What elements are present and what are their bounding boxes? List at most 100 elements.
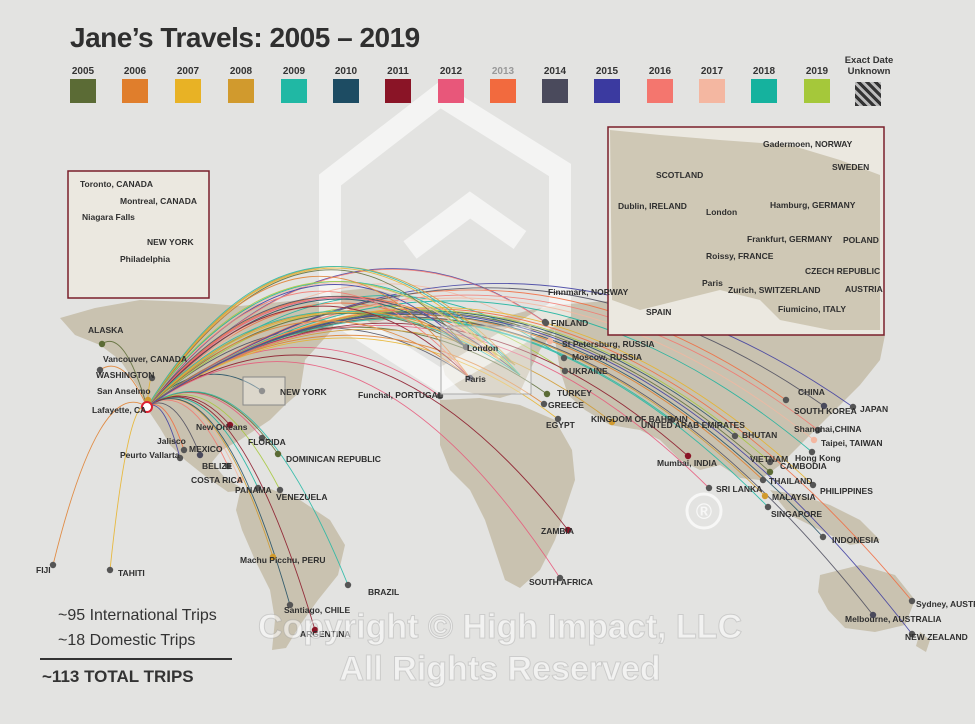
legend-year-label: 2009 — [282, 66, 306, 77]
place-label: Moscow, RUSSIA — [572, 352, 642, 362]
page-title: Jane’s Travels: 2005 – 2019 — [70, 22, 420, 53]
copyright-line-2: All Rights Reserved — [339, 650, 661, 689]
place-dot — [810, 436, 818, 444]
legend-item-2017: 2017 — [699, 66, 725, 103]
place-dot — [258, 387, 266, 395]
asia — [555, 300, 885, 480]
place-label: SINGAPORE — [771, 509, 822, 519]
inset-eu-label: SWEDEN — [832, 162, 869, 172]
legend-year-label: 2008 — [229, 66, 253, 77]
flight-arc — [146, 308, 913, 602]
international-trips-stat: ~95 International Trips — [58, 607, 217, 624]
flight-arc-europe — [146, 305, 471, 408]
legend-year-label: 2013 — [491, 66, 515, 77]
flight-arc — [146, 361, 561, 579]
place-label: Paris — [465, 374, 486, 384]
place-label: Machu Picchu, PERU — [240, 555, 326, 565]
place-dot — [49, 561, 57, 569]
place-dot — [564, 526, 572, 534]
legend-swatch — [228, 79, 254, 103]
inset-us-label: Philadelphia — [120, 254, 170, 264]
place-dot — [176, 454, 184, 462]
flight-arc-europe — [146, 281, 521, 408]
legend-item-2013: 2013 — [490, 66, 516, 103]
flight-arc — [146, 300, 813, 453]
place-dot — [542, 319, 550, 327]
legend-unknown-swatch — [855, 82, 881, 106]
new-york-zoom-box — [242, 376, 286, 406]
flight-arc-europe — [146, 311, 501, 408]
place-label: Melbourne, AUSTRALIA — [845, 614, 942, 624]
place-label: TAHITI — [118, 568, 145, 578]
southeast-asia-islands — [770, 490, 880, 545]
copyright-line-1: Copyright © High Impact, LLC — [257, 608, 743, 647]
inset-eu-label: Paris — [702, 278, 723, 288]
place-dot — [106, 566, 114, 574]
place-dot — [766, 468, 774, 476]
place-label: THAILAND — [769, 476, 812, 486]
place-dot — [546, 337, 554, 345]
legend-year-label: 2006 — [123, 66, 147, 77]
place-dot — [766, 458, 774, 466]
place-label: San Anselmo — [97, 386, 151, 396]
place-label: MALAYSIA — [772, 492, 816, 502]
us-northeast-inset — [67, 170, 210, 299]
place-dot — [668, 416, 676, 424]
place-dot — [808, 448, 816, 456]
place-label: Shanghai,CHINA — [794, 424, 862, 434]
legend-item-2016: 2016 — [647, 66, 673, 103]
legend-swatch — [542, 79, 568, 103]
place-dot — [258, 434, 266, 442]
place-label: Peurto Vallarta — [120, 450, 180, 460]
place-label: FLORIDA — [248, 437, 286, 447]
place-dot — [180, 446, 188, 454]
legend-year-label: 2018 — [752, 66, 776, 77]
inset-eu-label: Fiumicino, ITALY — [778, 304, 846, 314]
place-label: GREECE — [548, 400, 584, 410]
flight-arc-europe — [146, 310, 516, 408]
place-label: Sydney, AUSTRALIA — [916, 599, 975, 609]
place-label: EGYPT — [546, 420, 576, 430]
inset-eu-label: SPAIN — [646, 307, 671, 317]
place-dot — [344, 581, 352, 589]
inset-eu-label: POLAND — [843, 235, 879, 245]
inset-eu-label: CZECH REPUBLIC — [805, 266, 880, 276]
place-dot — [226, 421, 234, 429]
flight-arc — [52, 401, 148, 566]
place-dot — [543, 390, 551, 398]
place-dot — [761, 492, 769, 500]
place-label: UNITED ARAB EMIRATES — [641, 420, 745, 430]
legend-swatch — [751, 79, 777, 103]
flight-arc-europe — [146, 266, 521, 408]
legend-year-label: 2007 — [176, 66, 200, 77]
place-label: CHINA — [798, 387, 825, 397]
europe-inset-land — [610, 130, 880, 330]
legend-unknown-label: Exact Date Unknown — [844, 55, 894, 77]
legend-year-label: 2005 — [71, 66, 95, 77]
legend-item-2018: 2018 — [751, 66, 777, 103]
place-dot — [560, 354, 568, 362]
legend-item-2009: 2009 — [281, 66, 307, 103]
inset-eu-label: SCOTLAND — [656, 170, 703, 180]
place-dot — [908, 630, 916, 638]
legend-swatch — [804, 79, 830, 103]
place-dot — [148, 374, 156, 382]
inset-eu-label: Roissy, FRANCE — [706, 251, 774, 261]
inset-eu-label: Frankfurt, GERMANY — [747, 234, 833, 244]
place-dot — [869, 611, 877, 619]
inset-us-label: Montreal, CANADA — [120, 196, 197, 206]
inset-eu-label: London — [706, 207, 737, 217]
legend-swatch — [490, 79, 516, 103]
place-dot — [608, 418, 616, 426]
inset-eu-label: Dublin, IRELAND — [618, 201, 687, 211]
legend-year-label: 2015 — [595, 66, 619, 77]
place-label: Santiago, CHILE — [284, 605, 350, 615]
place-label: BELIZE — [202, 461, 233, 471]
place-label: PHILIPPINES — [820, 486, 873, 496]
place-label: PANAMA — [235, 485, 272, 495]
place-dot — [274, 450, 282, 458]
flight-arc — [146, 396, 316, 631]
legend-swatch — [594, 79, 620, 103]
flight-arc-europe — [146, 320, 471, 408]
flight-arc — [101, 341, 148, 408]
